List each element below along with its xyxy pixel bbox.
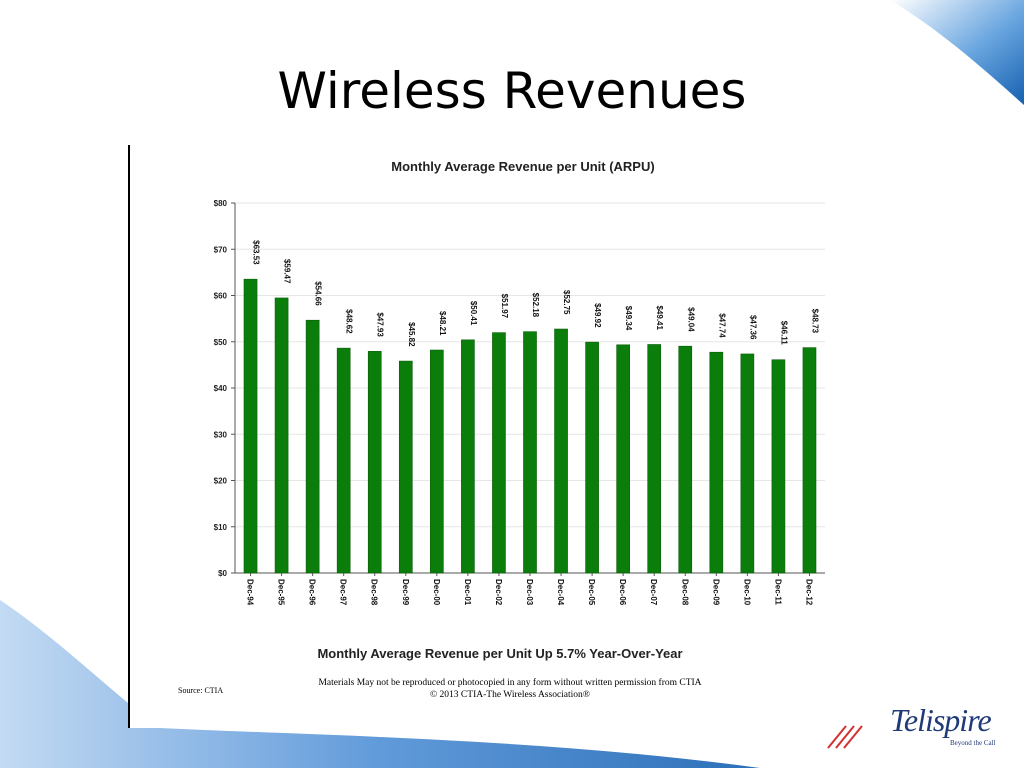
x-tick-label: Dec-01 <box>463 579 472 606</box>
x-tick-label: Dec-12 <box>804 579 813 606</box>
x-tick-label: Dec-99 <box>401 579 410 606</box>
data-label: $47.74 <box>717 313 726 338</box>
chart-container: Monthly Average Revenue per Unit (ARPU) $… <box>128 145 830 728</box>
bar <box>678 345 693 574</box>
bar <box>802 347 817 574</box>
logo-wordmark: Telispire <box>890 702 992 738</box>
data-label: $48.73 <box>810 309 819 334</box>
data-label: $51.97 <box>500 294 509 319</box>
data-label: $46.11 <box>779 321 788 346</box>
x-tick-label: Dec-03 <box>525 579 534 606</box>
x-tick-label: Dec-07 <box>649 579 658 606</box>
bar <box>305 319 320 574</box>
x-tick-label: Dec-06 <box>618 579 627 606</box>
x-tick-label: Dec-09 <box>711 579 720 606</box>
data-label: $49.34 <box>624 306 633 331</box>
data-label: $63.53 <box>252 240 261 265</box>
x-tick-label: Dec-08 <box>680 579 689 606</box>
x-tick-label: Dec-00 <box>432 579 441 606</box>
data-label: $45.82 <box>407 322 416 347</box>
data-label: $52.18 <box>531 293 540 318</box>
bar <box>740 353 755 574</box>
bar <box>274 297 289 574</box>
data-label: $59.47 <box>283 259 292 284</box>
x-tick-label: Dec-02 <box>494 579 503 606</box>
data-label: $54.66 <box>314 281 323 306</box>
bar <box>367 351 382 574</box>
bar <box>585 341 599 574</box>
logo-stripes-icon <box>827 725 863 749</box>
bar <box>616 344 630 574</box>
notice-line-1: Materials May not be reproduced or photo… <box>318 678 702 688</box>
data-label: $49.41 <box>655 305 664 330</box>
notice-line-2: © 2013 CTIA-The Wireless Association® <box>429 690 591 700</box>
y-tick-label: $70 <box>214 245 228 254</box>
y-tick-label: $40 <box>214 384 228 393</box>
bar <box>336 347 351 574</box>
corner-swoosh-top-right <box>890 0 1024 105</box>
x-tick-label: Dec-98 <box>370 579 379 606</box>
x-tick-label: Dec-95 <box>277 579 286 606</box>
data-label: $52.75 <box>562 290 571 315</box>
y-tick-label: $50 <box>214 338 228 347</box>
corner-swoosh-bottom-left <box>0 600 760 768</box>
data-label: $48.62 <box>345 309 354 334</box>
bar <box>523 331 537 574</box>
y-tick-label: $60 <box>214 292 228 301</box>
x-tick-label: Dec-96 <box>308 579 317 606</box>
bar-chart: Monthly Average Revenue per Unit (ARPU) $… <box>214 159 825 606</box>
y-tick-label: $10 <box>214 523 228 532</box>
y-tick-label: $80 <box>214 199 228 208</box>
slide-title: Wireless Revenues <box>277 62 747 120</box>
data-label: $47.36 <box>748 315 757 340</box>
x-tick-label: Dec-11 <box>773 579 782 605</box>
y-tick-label: $0 <box>218 569 227 578</box>
y-tick-label: $30 <box>214 430 228 439</box>
x-tick-label: Dec-94 <box>246 579 255 606</box>
bar <box>771 359 786 574</box>
bar <box>461 339 475 574</box>
bar <box>430 349 444 574</box>
bar <box>243 278 258 574</box>
y-tick-label: $20 <box>214 477 228 486</box>
telispire-logo-mark <box>827 725 863 749</box>
bar <box>492 332 506 574</box>
x-tick-label: Dec-97 <box>339 579 348 606</box>
bar <box>647 344 662 574</box>
x-tick-label: Dec-05 <box>587 579 596 606</box>
data-label: $49.92 <box>593 303 602 328</box>
logo-tagline: Beyond the Call <box>950 739 996 747</box>
bar <box>554 328 568 574</box>
x-tick-label: Dec-10 <box>742 579 751 606</box>
copyright-notice: Materials May not be reproduced or photo… <box>230 677 790 701</box>
source-note: Source: CTIA <box>178 686 224 695</box>
data-label: $47.93 <box>376 312 385 337</box>
data-label: $50.41 <box>469 301 478 326</box>
bar <box>709 351 724 574</box>
data-label: $49.04 <box>686 307 695 332</box>
bar <box>398 360 413 574</box>
chart-title: Monthly Average Revenue per Unit (ARPU) <box>391 159 654 174</box>
x-tick-label: Dec-04 <box>556 579 565 606</box>
data-label: $48.21 <box>438 311 447 336</box>
chart-subtitle: Monthly Average Revenue per Unit Up 5.7%… <box>317 646 683 661</box>
